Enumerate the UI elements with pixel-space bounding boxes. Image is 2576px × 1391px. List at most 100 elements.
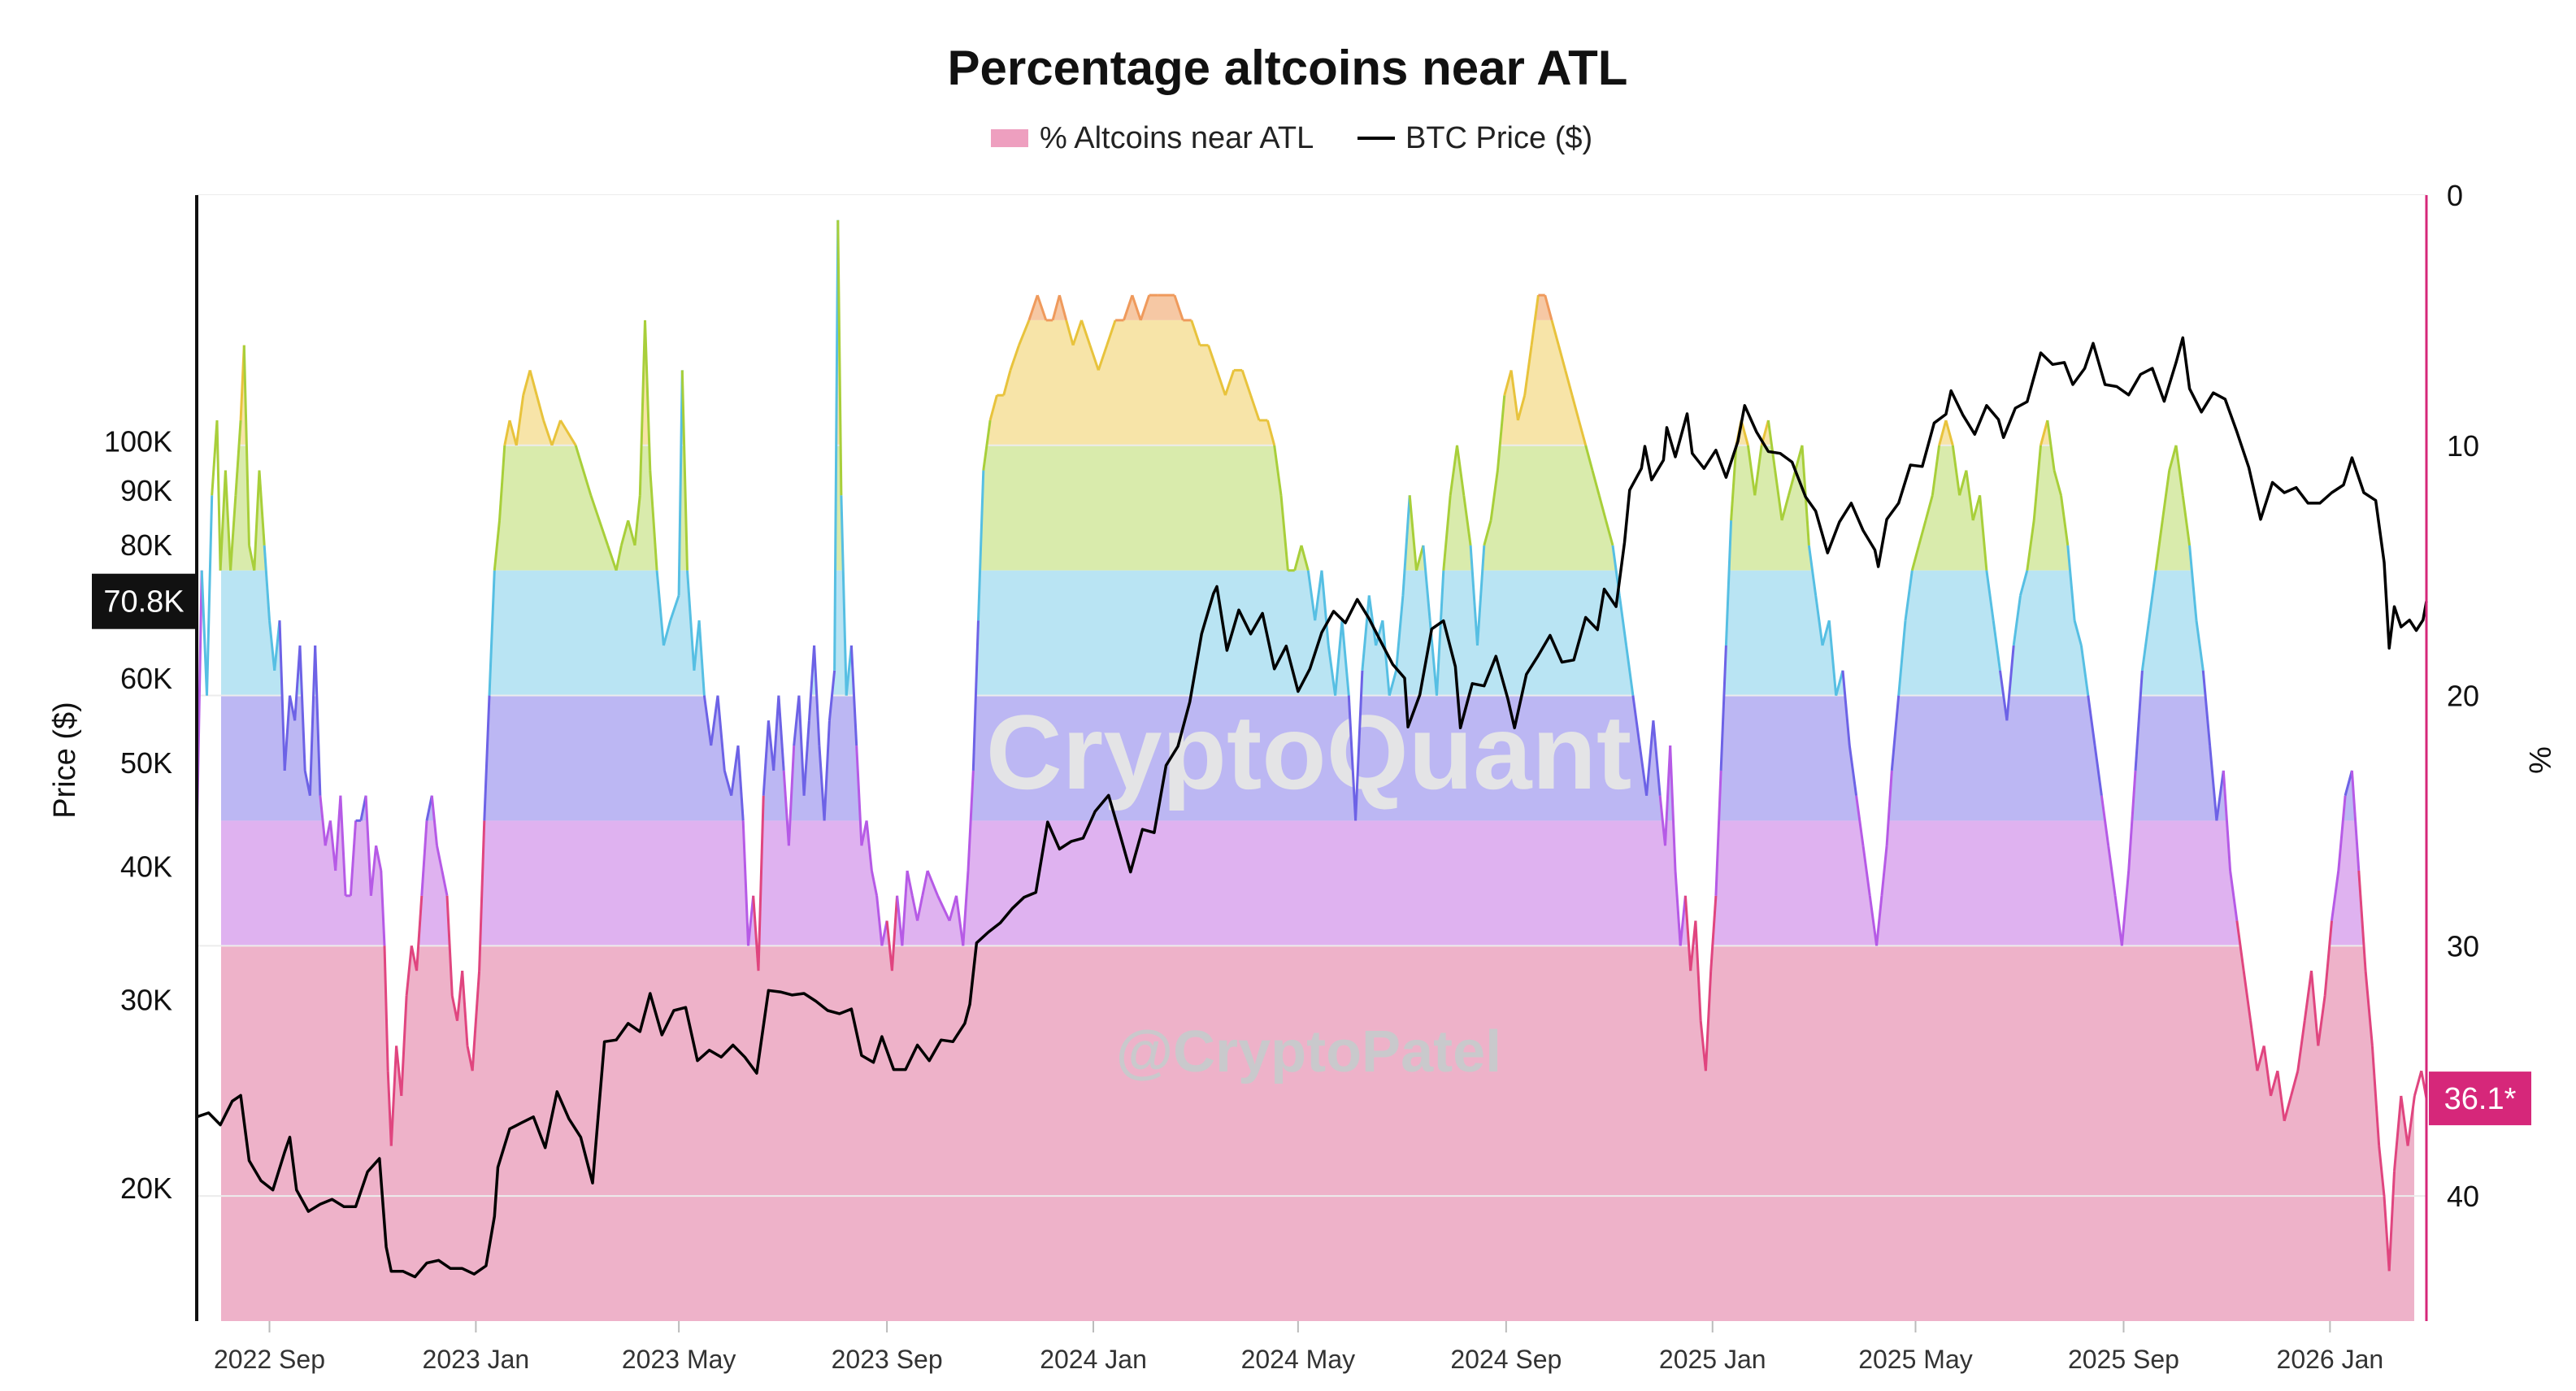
altcoins-segment	[777, 695, 785, 772]
y-left-ticks: 20K 30K 40K 50K 60K 80K 90K 100K	[104, 425, 172, 1205]
altcoins-segment	[1375, 619, 1384, 646]
altcoins-segment	[1300, 545, 1310, 572]
y-right-tick-0: 0	[2447, 179, 2463, 212]
altcoins-segment	[1139, 294, 1151, 321]
altcoins-segment	[2317, 995, 2326, 1046]
altcoins-segment	[206, 495, 214, 696]
altcoins-segment	[508, 419, 518, 446]
altcoins-segment	[1985, 570, 1995, 621]
altcoins-segment	[1835, 670, 1844, 696]
altcoins-segment	[405, 945, 413, 997]
altcoins-segment	[793, 695, 801, 746]
altcoins-segment	[2005, 645, 2015, 721]
altcoins-segment	[926, 870, 939, 897]
altcoins-segment	[890, 895, 899, 972]
altcoins-segment	[1071, 319, 1083, 346]
y-right-tick-4: 40	[2447, 1180, 2479, 1213]
altcoins-segment	[589, 494, 610, 546]
altcoins-segment	[2242, 970, 2252, 1021]
x-tick-8: 2025 May	[1858, 1345, 1973, 1374]
x-tick-1: 2023 Jan	[423, 1345, 530, 1374]
altcoins-segment	[627, 519, 636, 546]
legend-swatch-altcoins	[991, 129, 1028, 147]
altcoins-segment	[334, 795, 342, 872]
altcoins-segment	[1503, 370, 1513, 396]
altcoins-segment	[1173, 294, 1184, 321]
altcoins-segment	[723, 770, 733, 797]
altcoins-segment	[1080, 319, 1092, 346]
altcoins-segment	[1544, 294, 1553, 321]
altcoins-segment	[200, 570, 208, 696]
altcoins-segment	[2087, 695, 2096, 746]
altcoins-segment	[1058, 294, 1068, 321]
altcoins-segment	[2235, 920, 2245, 972]
altcoins-segment	[1097, 345, 1109, 371]
altcoins-segment	[1652, 720, 1662, 796]
altcoins-segment	[1381, 620, 1391, 696]
altcoins-segment	[730, 745, 740, 796]
altcoins-segment	[503, 419, 511, 446]
y-right-tick-1: 10	[2447, 429, 2479, 463]
y-left-tick-5: 80K	[120, 528, 172, 562]
altcoins-segment	[833, 220, 840, 671]
altcoins-segment	[219, 470, 227, 571]
altcoins-segment	[2093, 745, 2103, 796]
altcoins-segment	[948, 895, 958, 921]
altcoins-segment	[515, 394, 525, 446]
altcoins-segment	[1334, 620, 1344, 696]
altcoins-segment	[1814, 595, 1824, 646]
altcoins-segment	[1605, 519, 1614, 546]
y-left-tick-1: 30K	[120, 984, 172, 1017]
altcoins-segment	[1065, 319, 1075, 346]
y-left-axis-title: Price ($)	[48, 702, 82, 819]
altcoins-segment	[1848, 745, 1858, 796]
x-tick-5: 2024 May	[1241, 1345, 1356, 1374]
altcoins-segment	[906, 870, 914, 897]
altcoins-segment	[1190, 319, 1201, 346]
altcoins-segment	[1223, 369, 1236, 396]
x-ticks: 2022 Sep 2023 Jan 2023 May 2023 Sep 2024 Jan…	[214, 1321, 2383, 1374]
y-right-tick-2: 20	[2447, 680, 2479, 713]
altcoins-segment	[2296, 1020, 2306, 1072]
altcoins-segment	[710, 695, 719, 746]
altcoins-segment	[655, 570, 665, 646]
altcoins-segment	[1753, 445, 1763, 496]
altcoins-segment	[1557, 345, 1567, 371]
altcoins-segment	[263, 545, 271, 621]
altcoins-segment	[1591, 470, 1601, 496]
altcoins-segment	[2387, 1171, 2396, 1271]
altcoins-segment	[1669, 745, 1677, 872]
series-btc-price-line	[196, 336, 2428, 1279]
altcoins-segment	[1625, 645, 1635, 696]
band-6	[221, 820, 2414, 946]
x-tick-2: 2023 May	[622, 1345, 736, 1374]
altcoins-segment	[1897, 620, 1907, 696]
altcoins-segment	[680, 370, 689, 571]
altcoins-segment	[1273, 445, 1283, 496]
altcoins-segment	[436, 845, 444, 872]
altcoins-segment	[716, 695, 726, 772]
altcoins-segment	[2053, 470, 2062, 496]
y-right-ticks: 0 10 20 30 40	[2447, 179, 2479, 1213]
altcoins-segment	[1027, 294, 1039, 321]
altcoins-segment	[615, 545, 623, 572]
altcoins-segment	[2310, 970, 2320, 1046]
altcoins-segment	[1550, 319, 1560, 346]
altcoins-segment	[2019, 570, 2029, 596]
altcoins-segment	[2012, 595, 2022, 646]
x-tick-9: 2025 Sep	[2068, 1345, 2179, 1374]
altcoins-segment	[787, 745, 796, 846]
altcoins-segment	[1449, 445, 1458, 496]
altcoins-segment	[1885, 770, 1893, 846]
altcoins-segment	[2100, 795, 2110, 846]
legend-label-btc[interactable]: BTC Price ($)	[1405, 121, 1592, 155]
altcoins-segment	[1088, 345, 1100, 371]
btc-marker-label: 70.8K	[103, 585, 184, 619]
legend-label-altcoins[interactable]: % Altcoins near ATL	[1040, 121, 1314, 155]
altcoins-segment	[767, 720, 775, 772]
altcoins-segment	[1510, 370, 1519, 421]
y-right-tick-3: 30	[2447, 929, 2479, 963]
band-5	[221, 695, 2414, 821]
altcoins-mask-area	[197, 195, 2426, 1271]
altcoins-segment	[550, 419, 562, 446]
